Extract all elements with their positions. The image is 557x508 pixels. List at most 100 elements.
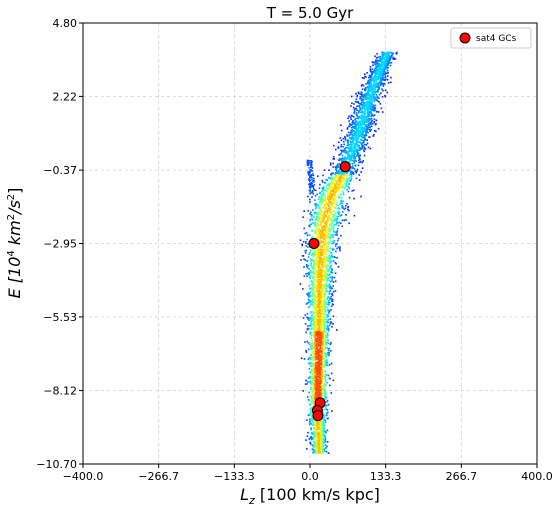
density-cell xyxy=(315,310,318,313)
density-cell xyxy=(314,208,317,210)
density-cell xyxy=(317,330,320,333)
density-cell xyxy=(320,385,322,388)
density-cell xyxy=(380,92,382,94)
density-cell xyxy=(318,218,320,220)
density-cell xyxy=(315,272,318,274)
density-cell xyxy=(348,222,350,225)
density-cell xyxy=(327,260,330,262)
density-cell xyxy=(364,115,366,118)
density-cell xyxy=(313,404,316,406)
density-cell xyxy=(339,200,342,202)
density-cell xyxy=(301,244,303,247)
density-cell xyxy=(313,324,315,326)
density-cell xyxy=(309,234,311,236)
density-cell xyxy=(316,252,318,255)
density-cell xyxy=(330,350,332,352)
density-cell xyxy=(319,198,322,201)
density-cell xyxy=(351,147,354,150)
density-cell xyxy=(319,427,321,430)
density-cell xyxy=(383,65,386,68)
density-cell xyxy=(319,424,322,426)
density-cell xyxy=(354,125,357,127)
density-cell xyxy=(355,141,358,143)
density-cell xyxy=(308,296,310,298)
density-cell xyxy=(331,268,333,270)
density-cell xyxy=(381,96,384,98)
density-cell xyxy=(321,348,324,350)
density-cell xyxy=(321,429,323,432)
density-cell xyxy=(348,209,350,212)
density-cell xyxy=(327,452,330,454)
density-cell xyxy=(315,444,317,446)
density-cell xyxy=(316,373,319,376)
density-cell xyxy=(326,409,329,411)
density-cell xyxy=(303,258,305,260)
density-cell xyxy=(312,363,314,366)
density-cell xyxy=(374,71,377,74)
density-cell xyxy=(368,96,370,98)
density-cell xyxy=(307,274,310,276)
density-cell xyxy=(320,259,323,261)
density-cell xyxy=(306,312,309,315)
density-cell xyxy=(317,231,320,233)
density-cell xyxy=(327,284,329,287)
density-cell xyxy=(319,201,322,203)
density-cell xyxy=(327,209,330,211)
density-cell xyxy=(326,285,329,288)
density-cell xyxy=(329,318,332,320)
density-cell xyxy=(377,72,379,74)
density-cell xyxy=(396,51,398,54)
density-cell xyxy=(323,206,326,208)
density-cell xyxy=(310,237,313,239)
density-cell xyxy=(373,99,376,101)
density-cell xyxy=(328,310,331,313)
density-cell xyxy=(349,149,352,151)
density-cell xyxy=(311,378,314,380)
density-cell xyxy=(311,303,313,306)
density-cell xyxy=(326,336,328,338)
density-cell xyxy=(318,256,321,259)
density-cell xyxy=(338,184,340,187)
density-cell xyxy=(315,268,317,271)
density-cell xyxy=(304,323,307,325)
density-cell xyxy=(326,209,329,211)
density-cell xyxy=(313,268,315,271)
density-cell xyxy=(370,82,372,85)
density-cell xyxy=(343,208,345,210)
density-cell xyxy=(361,118,363,120)
density-cell xyxy=(329,286,332,288)
density-cell xyxy=(318,442,320,445)
density-cell xyxy=(315,451,318,454)
density-cell xyxy=(323,448,326,450)
density-cell xyxy=(303,266,305,268)
density-cell xyxy=(323,222,326,225)
density-cell xyxy=(329,211,331,214)
density-cell xyxy=(310,386,312,389)
density-cell xyxy=(326,188,329,190)
density-cell xyxy=(318,364,321,367)
density-cell xyxy=(325,250,327,252)
density-cell xyxy=(373,82,376,84)
density-cell xyxy=(352,160,355,162)
density-cell xyxy=(390,76,392,79)
density-cell xyxy=(352,138,354,141)
density-cell xyxy=(324,430,327,433)
density-cell xyxy=(334,172,337,174)
density-cell xyxy=(313,254,315,256)
density-cell xyxy=(364,102,366,104)
density-cell xyxy=(360,143,363,146)
density-cell xyxy=(340,183,343,185)
density-cell xyxy=(313,377,316,380)
density-cell xyxy=(321,372,323,374)
density-cell xyxy=(314,271,317,274)
density-cell xyxy=(369,76,371,79)
density-cell xyxy=(319,266,321,269)
density-cell xyxy=(314,340,317,343)
density-cell xyxy=(382,71,384,74)
density-cell xyxy=(315,283,317,286)
density-cell xyxy=(324,231,327,234)
density-cell xyxy=(313,335,316,337)
density-cell xyxy=(321,268,323,271)
density-cell xyxy=(316,394,318,396)
